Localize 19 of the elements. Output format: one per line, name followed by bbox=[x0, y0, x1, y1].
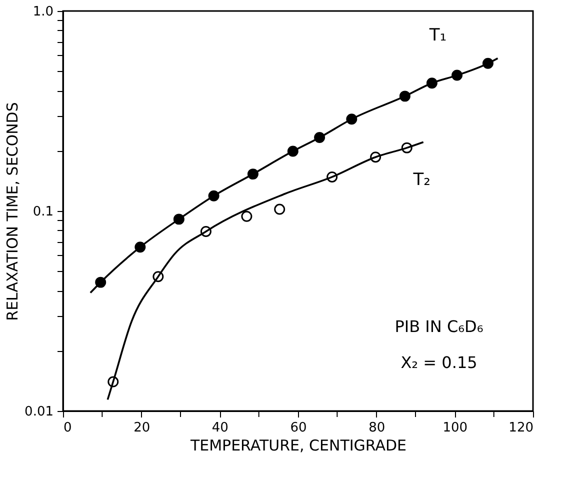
point bbox=[274, 204, 286, 215]
y-tick-label: 1.0 bbox=[32, 4, 54, 20]
x-tick-label: 80 bbox=[368, 420, 386, 436]
annotation: X₂ = 0.15 bbox=[400, 353, 478, 372]
x-tick-label: 0 bbox=[64, 420, 72, 436]
line-series bbox=[90, 57, 499, 294]
x-tick-label: 40 bbox=[212, 420, 228, 436]
point bbox=[241, 210, 252, 222]
y-axis-title: RELAXATION TIME, SECONDS bbox=[4, 102, 22, 321]
series-label: T₁ bbox=[428, 25, 447, 46]
x-tick-label: 120 bbox=[508, 420, 534, 436]
y-tick-label: 0.1 bbox=[32, 204, 54, 220]
x-axis-title: TEMPERATURE, CENTIGRADE bbox=[189, 436, 407, 454]
annotation: PIB IN C₆D₆ bbox=[394, 317, 484, 336]
x-tick-label: 20 bbox=[134, 420, 150, 436]
x-tick-label: 100 bbox=[442, 420, 468, 436]
x-tick-label: 60 bbox=[290, 420, 307, 436]
series-label: T₂ bbox=[412, 170, 430, 190]
y-tick-label: 0.01 bbox=[24, 404, 54, 420]
